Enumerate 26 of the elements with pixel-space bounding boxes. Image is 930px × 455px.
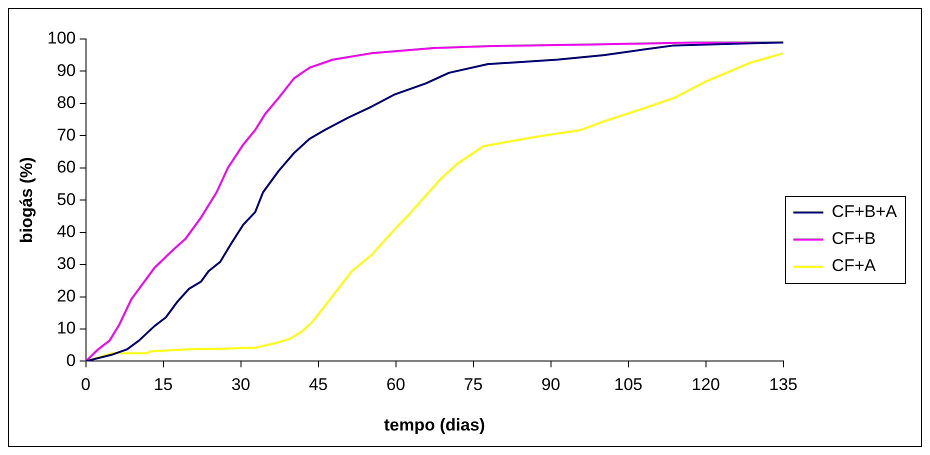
x-axis-title: tempo (dias): [384, 415, 486, 434]
legend-label: CF+A: [832, 256, 876, 276]
x-tick-label: 135: [769, 375, 798, 394]
y-tick-label: 40: [56, 222, 76, 242]
y-tick-label: 50: [56, 190, 76, 209]
x-tick-label: 0: [81, 375, 90, 394]
y-axis-title: biogás (%): [16, 157, 36, 244]
y-tick-label: 10: [56, 318, 76, 338]
y-tick-label: 70: [56, 125, 76, 144]
x-tick-label: 90: [541, 375, 560, 394]
y-tick-label: 30: [56, 254, 76, 274]
legend-label: CF+B: [832, 229, 876, 248]
x-tick-label: 15: [154, 375, 173, 394]
x-tick-label: 120: [692, 375, 720, 394]
x-tick-label: 30: [231, 375, 250, 394]
y-tick-label: 0: [66, 350, 76, 370]
y-tick-label: 90: [56, 60, 76, 80]
x-tick-label: 45: [308, 375, 328, 394]
y-tick-label: 100: [47, 28, 76, 48]
y-tick-label: 20: [56, 286, 76, 306]
legend-label: CF+B+A: [832, 202, 898, 222]
y-tick-label: 60: [56, 158, 76, 177]
y-tick-label: 80: [56, 93, 76, 112]
x-tick-label: 105: [614, 375, 642, 394]
x-tick-label: 60: [386, 375, 406, 394]
x-tick-label: 75: [464, 375, 483, 394]
